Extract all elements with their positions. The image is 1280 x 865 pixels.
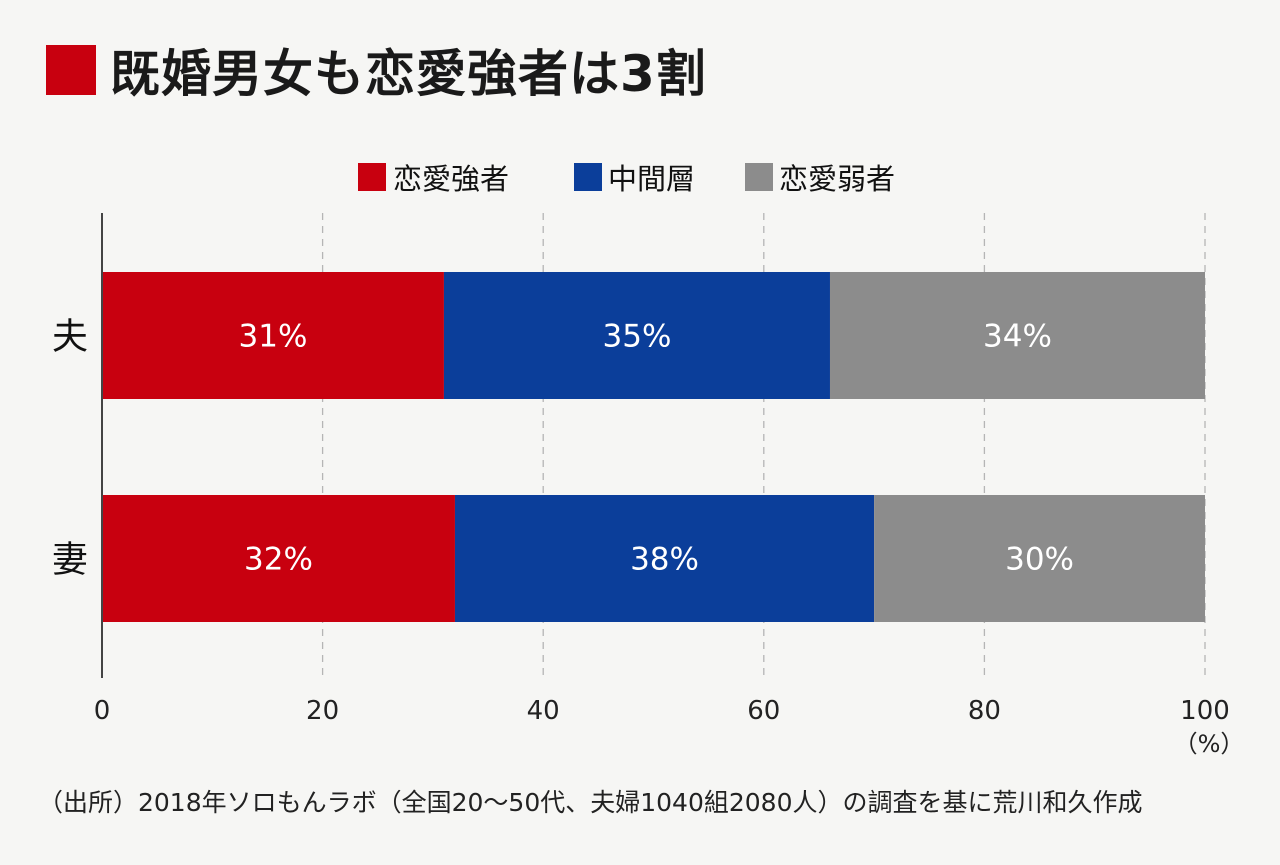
data-label: 38% — [630, 542, 699, 578]
legend-swatch — [745, 163, 773, 191]
source-note: （出所）2018年ソロもんラボ（全国20〜50代、夫婦1040組2080人）の調… — [38, 788, 1143, 817]
bar-segment — [102, 272, 444, 399]
x-tick-label: 60 — [747, 696, 780, 726]
data-label: 35% — [603, 319, 672, 355]
bar-segment — [443, 272, 830, 399]
x-unit-label: （%） — [1174, 730, 1245, 758]
legend-label: 中間層 — [608, 162, 695, 196]
x-tick-label: 100 — [1180, 696, 1230, 726]
chart-title: 既婚男女も恋愛強者は3割 — [110, 45, 707, 103]
x-tick-label: 0 — [94, 696, 111, 726]
chart-title-row: 既婚男女も恋愛強者は3割 — [46, 38, 707, 103]
legend-label: 恋愛強者 — [393, 162, 509, 196]
bar-segment — [102, 495, 455, 622]
x-tick-label: 40 — [527, 696, 560, 726]
data-label: 30% — [1005, 542, 1074, 578]
legend-swatch — [574, 163, 602, 191]
bar-segment — [874, 495, 1205, 622]
stacked-bar-chart: 31% 35% 34% 夫 32% 38% 30% 妻 0 20 40 60 80 100 （%） 恋愛強者 中… — [52, 162, 1245, 758]
data-label: 31% — [239, 319, 308, 355]
category-label: 夫 — [52, 317, 88, 358]
bar-segment — [829, 272, 1205, 399]
bar-segment — [454, 495, 875, 622]
data-label: 32% — [244, 542, 313, 578]
x-tick-label: 20 — [306, 696, 339, 726]
category-label: 妻 — [52, 540, 88, 581]
x-tick-label: 80 — [968, 696, 1001, 726]
legend-label: 恋愛弱者 — [779, 162, 895, 196]
data-label: 34% — [983, 319, 1052, 355]
title-marker — [46, 45, 96, 95]
legend-swatch — [358, 163, 386, 191]
